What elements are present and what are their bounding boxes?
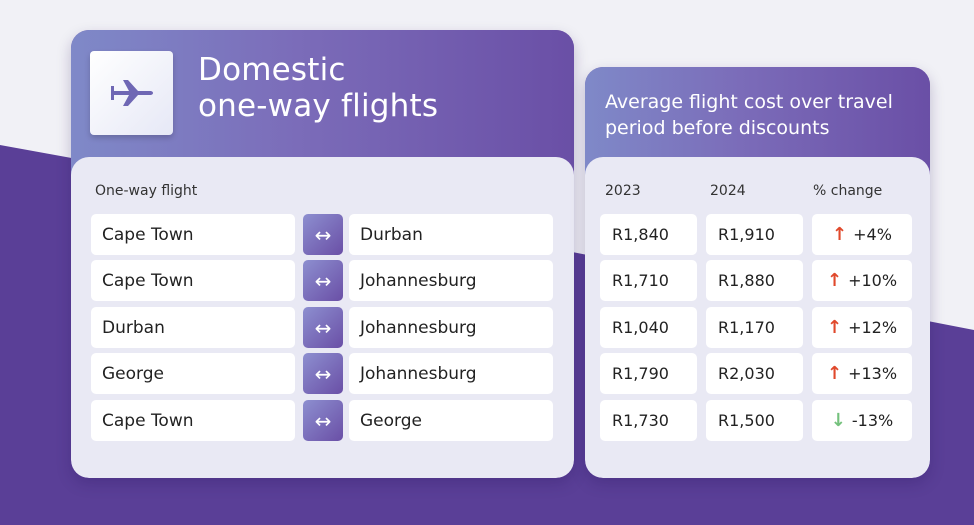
bidirectional-arrow-icon: ↔ [303, 353, 343, 394]
route-origin: Cape Town [91, 260, 295, 301]
bidirectional-arrow-icon: ↔ [303, 260, 343, 301]
arrow-down-icon: ↓ [830, 410, 846, 431]
column-header-change: % change [813, 183, 883, 199]
cost-2023-cell: R1,040 [600, 307, 697, 348]
percent-change-value: +12% [848, 318, 898, 337]
bidirectional-arrow-icon: ↔ [303, 400, 343, 441]
route-origin: Cape Town [91, 400, 295, 441]
cost-2024-cell: R1,910 [706, 214, 803, 255]
average-cost-title: Average flight cost over travel period b… [605, 91, 893, 139]
percent-change: ↑ +10% [812, 270, 912, 291]
percent-change-value: +4% [853, 225, 892, 244]
title-line-2: one-way flights [198, 88, 439, 124]
airplane-icon-box [90, 51, 173, 135]
route-destination: Durban [349, 214, 553, 255]
page-title: Domestic one-way flights [198, 52, 438, 124]
arrow-up-icon: ↑ [832, 224, 848, 245]
percent-change-cell: ↑ +13% [812, 353, 912, 394]
cost-2024-cell: R1,170 [706, 307, 803, 348]
cost-2023-cell: R1,790 [600, 353, 697, 394]
route-destination: Johannesburg [349, 307, 553, 348]
arrow-up-icon: ↑ [826, 270, 843, 291]
route-origin: Cape Town [91, 214, 295, 255]
bidirectional-arrow-icon: ↔ [303, 214, 343, 255]
column-header-2024: 2024 [710, 183, 746, 199]
arrow-up-icon: ↑ [826, 317, 843, 338]
average-cost-card: Average flight cost over travel period b… [585, 67, 930, 478]
domestic-flights-card: Domestic one-way flights One-way flight … [71, 30, 574, 478]
arrow-up-icon: ↑ [826, 363, 843, 384]
percent-change-cell: ↑ +10% [812, 260, 912, 301]
percent-change-value: +13% [848, 364, 898, 383]
column-header-2023: 2023 [605, 183, 641, 199]
route-destination: Johannesburg [349, 260, 553, 301]
cost-2023-cell: R1,730 [600, 400, 697, 441]
route-origin: George [91, 353, 295, 394]
cost-2023-cell: R1,710 [600, 260, 697, 301]
bidirectional-arrow-icon: ↔ [303, 307, 343, 348]
route-destination: George [349, 400, 553, 441]
airplane-icon [110, 80, 153, 106]
percent-change: ↑ +13% [812, 363, 912, 384]
percent-change: ↑ +12% [812, 317, 912, 338]
percent-change-value: +10% [848, 271, 898, 290]
percent-change-cell: ↑ +12% [812, 307, 912, 348]
one-way-flight-column-label: One-way flight [95, 183, 198, 199]
cost-2024-cell: R1,880 [706, 260, 803, 301]
title-line-1: Domestic [198, 52, 346, 88]
percent-change-value: -13% [851, 411, 894, 430]
route-destination: Johannesburg [349, 353, 553, 394]
cost-2024-cell: R2,030 [706, 353, 803, 394]
route-origin: Durban [91, 307, 295, 348]
percent-change: ↑ +4% [812, 224, 912, 245]
cost-2023-cell: R1,840 [600, 214, 697, 255]
percent-change: ↓ -13% [812, 410, 912, 431]
percent-change-cell: ↓ -13% [812, 400, 912, 441]
percent-change-cell: ↑ +4% [812, 214, 912, 255]
cost-2024-cell: R1,500 [706, 400, 803, 441]
